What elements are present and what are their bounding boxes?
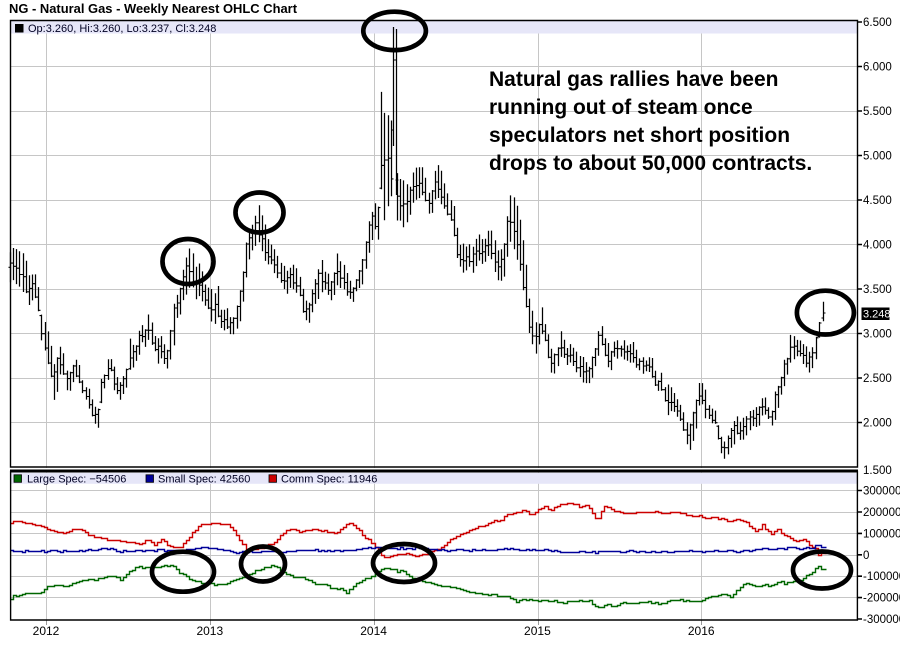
svg-text:3.248: 3.248 bbox=[863, 309, 891, 321]
svg-text:NG - Natural Gas - Weekly Near: NG - Natural Gas - Weekly Nearest OHLC C… bbox=[9, 1, 298, 16]
svg-text:3.500: 3.500 bbox=[863, 284, 892, 296]
svg-text:Large Spec: −54506: Large Spec: −54506 bbox=[27, 474, 126, 486]
svg-text:4.000: 4.000 bbox=[863, 240, 892, 252]
svg-text:2013: 2013 bbox=[196, 624, 223, 638]
svg-text:5.000: 5.000 bbox=[863, 151, 892, 163]
svg-text:2015: 2015 bbox=[524, 624, 551, 638]
svg-text:Small Spec: 42560: Small Spec: 42560 bbox=[158, 474, 250, 486]
svg-text:300000: 300000 bbox=[863, 486, 900, 498]
svg-text:2016: 2016 bbox=[688, 624, 715, 638]
svg-text:1.500: 1.500 bbox=[863, 465, 892, 477]
svg-text:2.500: 2.500 bbox=[863, 373, 892, 385]
svg-text:2014: 2014 bbox=[360, 624, 387, 638]
svg-text:-100000: -100000 bbox=[863, 571, 900, 583]
svg-text:4.500: 4.500 bbox=[863, 195, 892, 207]
svg-text:-200000: -200000 bbox=[863, 593, 900, 605]
svg-text:6.000: 6.000 bbox=[863, 62, 892, 74]
svg-text:-300000: -300000 bbox=[863, 614, 900, 626]
svg-text:2.000: 2.000 bbox=[863, 418, 892, 430]
svg-text:0: 0 bbox=[863, 550, 869, 562]
svg-text:100000: 100000 bbox=[863, 528, 900, 540]
svg-text:Op:3.260, Hi:3.260, Lo:3.237,: Op:3.260, Hi:3.260, Lo:3.237, Cl:3.248 bbox=[28, 23, 216, 35]
svg-text:Comm Spec: 11946: Comm Spec: 11946 bbox=[281, 474, 377, 486]
svg-text:3.000: 3.000 bbox=[863, 329, 892, 341]
svg-text:6.500: 6.500 bbox=[863, 17, 892, 29]
svg-text:200000: 200000 bbox=[863, 507, 900, 519]
svg-text:2012: 2012 bbox=[33, 624, 60, 638]
svg-text:5.500: 5.500 bbox=[863, 106, 892, 118]
